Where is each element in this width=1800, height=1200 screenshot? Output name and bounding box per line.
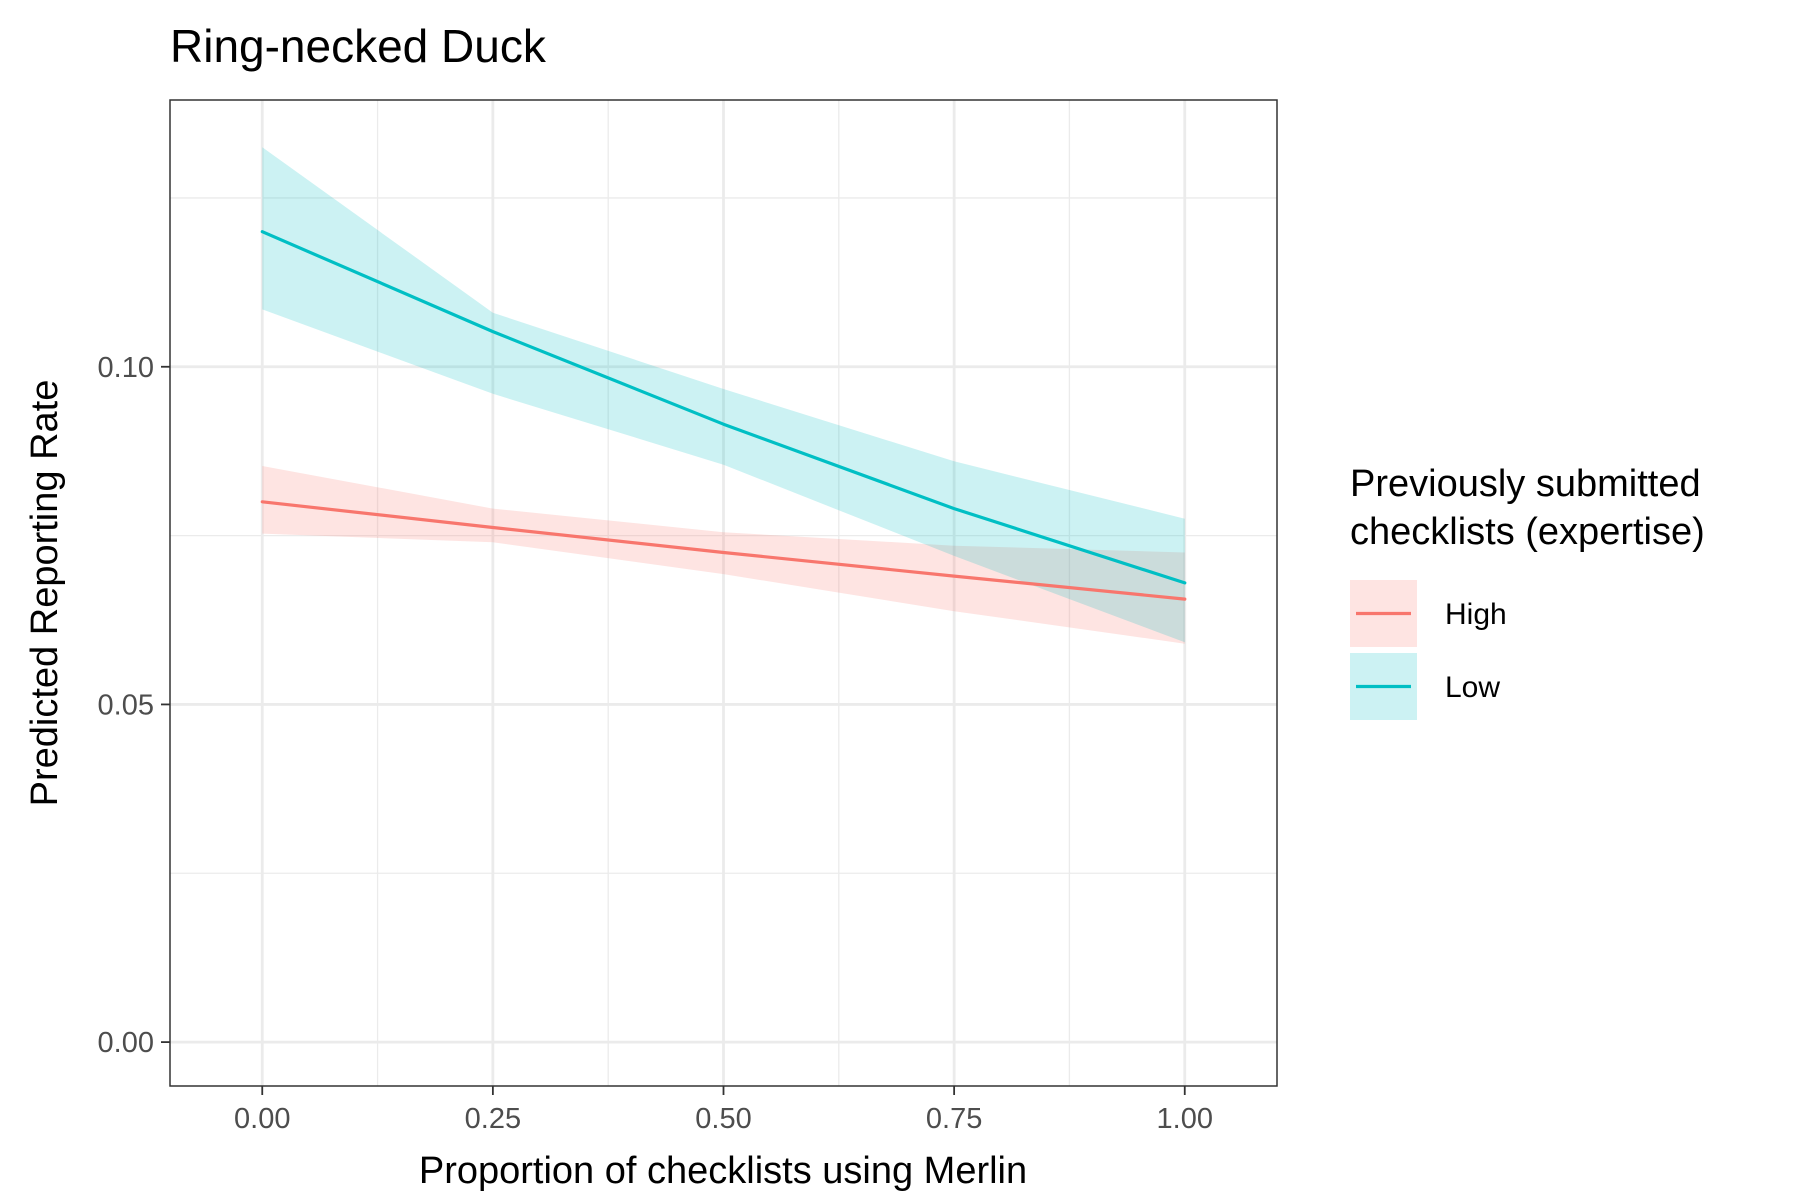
chart-title: Ring-necked Duck	[170, 20, 547, 72]
y-axis-title: Predicted Reporting Rate	[24, 380, 66, 807]
grid-lines	[170, 100, 1277, 1086]
axes: 0.00 0.25 0.50 0.75 1.00 0.00 0.05 0.10	[98, 352, 1213, 1135]
legend-label-high: High	[1445, 598, 1507, 631]
confidence-band-high	[262, 466, 1185, 644]
x-tick-label: 0.00	[234, 1103, 290, 1135]
x-tick-label: 0.25	[465, 1103, 521, 1135]
legend-title: Previously submitted	[1350, 463, 1701, 505]
series-line-high	[260, 500, 1187, 601]
confidence-bands	[262, 147, 1185, 644]
y-tick-label: 0.00	[98, 1027, 154, 1059]
series-lines	[260, 230, 1187, 601]
legend: Previously submitted checklists (expertis…	[1350, 463, 1705, 720]
legend-title: checklists (expertise)	[1350, 511, 1705, 553]
x-tick-label: 0.75	[926, 1103, 982, 1135]
x-tick-label: 0.50	[695, 1103, 751, 1135]
series-line-low	[260, 230, 1187, 585]
x-axis-title: Proportion of checklists using Merlin	[419, 1150, 1027, 1192]
x-tick-label: 1.00	[1157, 1103, 1213, 1135]
legend-label-low: Low	[1445, 671, 1500, 704]
confidence-band-low	[262, 147, 1185, 643]
y-tick-label: 0.05	[98, 689, 154, 721]
y-tick-label: 0.10	[98, 352, 154, 384]
